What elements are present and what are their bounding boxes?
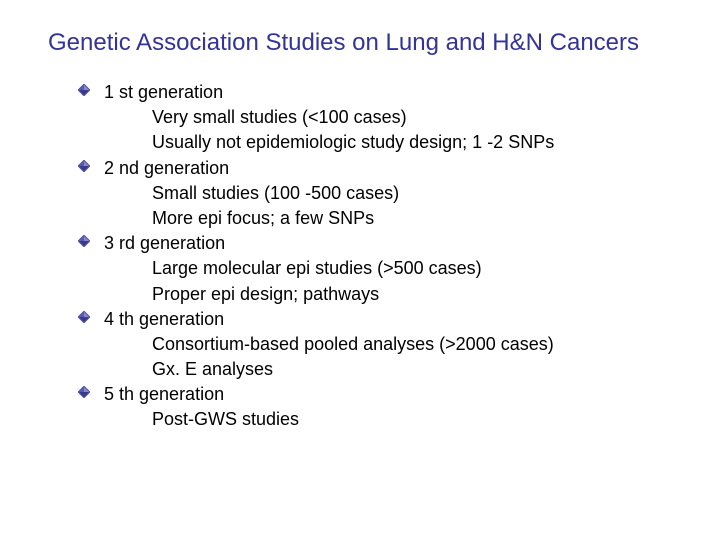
- list-item: 5 th generation Post-GWS studies: [78, 382, 672, 432]
- diamond-bullet-icon: [78, 311, 90, 323]
- item-subtext: More epi focus; a few SNPs: [152, 206, 672, 231]
- item-label: 3 rd generation: [104, 231, 672, 256]
- item-label: 4 th generation: [104, 307, 672, 332]
- diamond-bullet-icon: [78, 386, 90, 398]
- item-subtext: Gx. E analyses: [152, 357, 672, 382]
- item-label: 5 th generation: [104, 382, 672, 407]
- list-item: 2 nd generation Small studies (100 -500 …: [78, 156, 672, 232]
- diamond-bullet-icon: [78, 84, 90, 96]
- list-item: 1 st generation Very small studies (<100…: [78, 80, 672, 156]
- item-subtext: Usually not epidemiologic study design; …: [152, 130, 672, 155]
- item-subtext: Post-GWS studies: [152, 407, 672, 432]
- diamond-bullet-icon: [78, 235, 90, 247]
- item-subtext: Consortium-based pooled analyses (>2000 …: [152, 332, 672, 357]
- item-label: 1 st generation: [104, 80, 672, 105]
- list-item: 3 rd generation Large molecular epi stud…: [78, 231, 672, 307]
- item-label: 2 nd generation: [104, 156, 672, 181]
- item-subtext: Proper epi design; pathways: [152, 282, 672, 307]
- item-subtext: Very small studies (<100 cases): [152, 105, 672, 130]
- item-subtext: Small studies (100 -500 cases): [152, 181, 672, 206]
- diamond-bullet-icon: [78, 160, 90, 172]
- slide-title: Genetic Association Studies on Lung and …: [48, 28, 672, 58]
- list-item: 4 th generation Consortium-based pooled …: [78, 307, 672, 383]
- bullet-list: 1 st generation Very small studies (<100…: [78, 80, 672, 433]
- item-subtext: Large molecular epi studies (>500 cases): [152, 256, 672, 281]
